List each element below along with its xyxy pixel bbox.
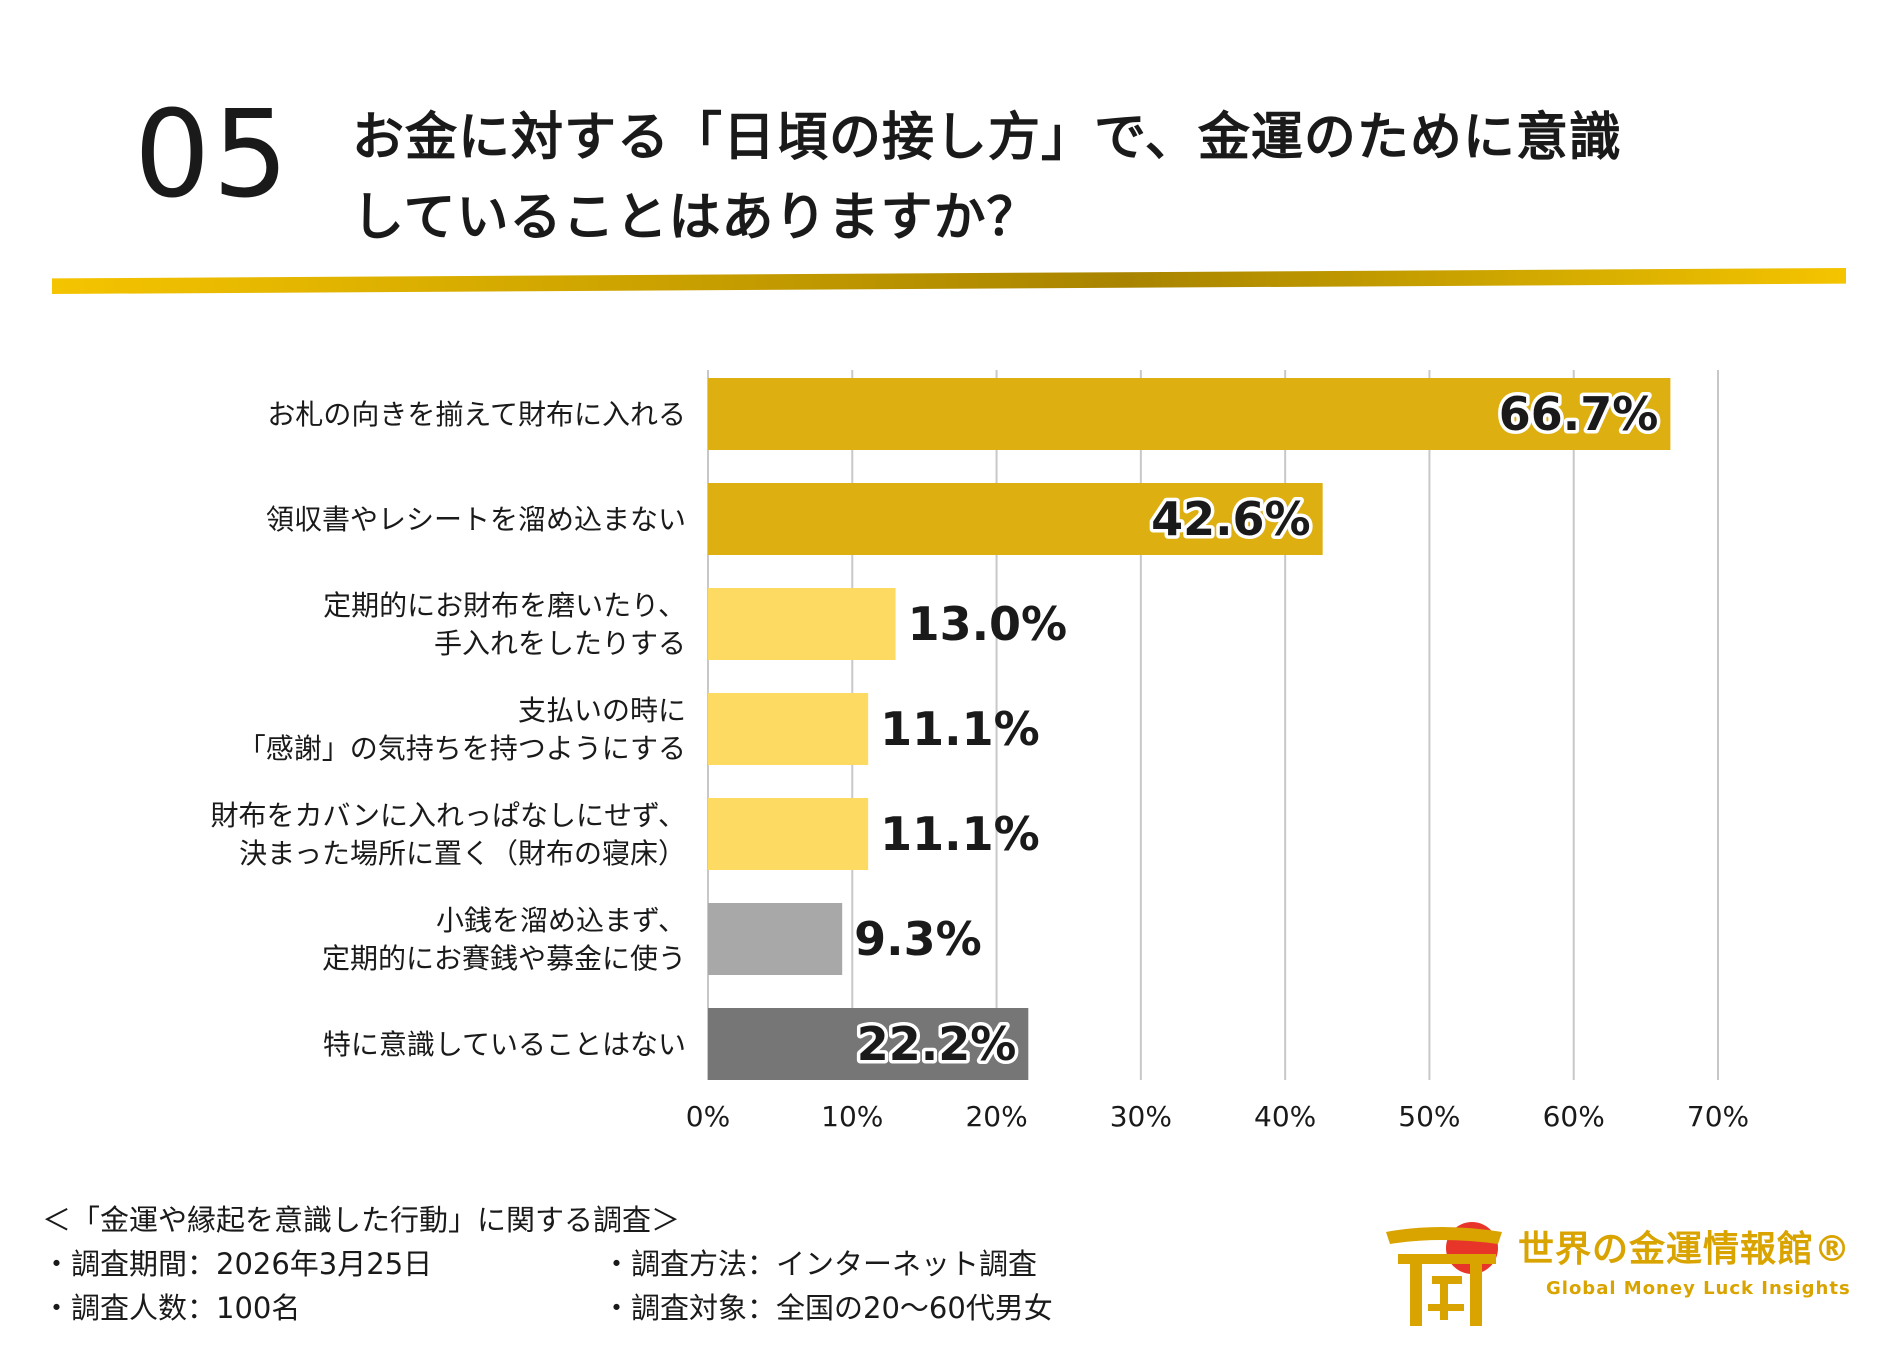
category-label: 定期的にお財布を磨いたり、 <box>323 589 686 622</box>
category-label: 領収書やレシートを溜め込まない <box>266 503 686 536</box>
category-label: 財布をカバンに入れっぱなしにせず、 <box>211 799 686 832</box>
category-label: 支払いの時に <box>518 694 686 727</box>
x-tick-label: 40% <box>1254 1100 1316 1133</box>
category-label: 特に意識していることはない <box>323 1028 686 1061</box>
category-label: 定期的にお賽銭や募金に使う <box>322 942 686 975</box>
value-label: 66.7% <box>1499 387 1659 441</box>
question-title: お金に対する「日頃の接し方」で、金運のために意識 していることはありますか？ <box>352 98 1772 258</box>
brand-logo: 世界の金運情報館® Global Money Luck Insights <box>1380 1210 1860 1330</box>
x-tick-label: 70% <box>1687 1100 1749 1133</box>
x-tick-label: 30% <box>1110 1100 1172 1133</box>
bar <box>708 378 1671 450</box>
survey-heading: ＜「金運や縁起を意識した行動」に関する調査＞ <box>42 1203 681 1237</box>
category-label: 小銭を溜め込まず、 <box>436 904 686 937</box>
value-label: 13.0% <box>908 597 1068 651</box>
bar <box>708 483 1323 555</box>
bar-chart: お札の向きを揃えて財布に入れる領収書やレシートを溜め込まない定期的にお財布を磨い… <box>211 370 1749 1133</box>
survey-row-2: ・調査人数：100名 ・調査対象：全国の20〜60代男女 <box>42 1286 1242 1330</box>
category-label: お札の向きを揃えて財布に入れる <box>267 398 686 431</box>
logo-tagline: Global Money Luck Insights <box>1546 1278 1851 1299</box>
survey-info: ＜「金運や縁起を意識した行動」に関する調査＞ ・調査期間：2026年3月25日 … <box>42 1198 1242 1330</box>
category-label: 「感謝」の気持ちを持つようにする <box>238 732 686 765</box>
value-label: 9.3% <box>854 912 982 966</box>
question-title-line-2: していることはありますか？ <box>352 188 1040 248</box>
x-tick-label: 10% <box>821 1100 883 1133</box>
value-label: 22.2% <box>857 1017 1017 1071</box>
x-tick-label: 60% <box>1543 1100 1605 1133</box>
value-label: 11.1% <box>880 702 1040 756</box>
survey-count: ・調査人数：100名 <box>42 1291 301 1325</box>
bar <box>708 903 843 975</box>
logo-name: 世界の金運情報館® <box>1518 1229 1852 1270</box>
question-number: 05 <box>134 86 291 225</box>
bar <box>708 798 869 870</box>
category-label: 決まった場所に置く（財布の寝床） <box>239 837 686 870</box>
torii-logo-icon <box>1386 1222 1502 1326</box>
bar <box>708 588 896 660</box>
bar <box>708 1008 1029 1080</box>
value-labels: 66.7% 42.6% 13.0% 11.1% 11.1% 9.3% 22.2% <box>853 384 1662 1075</box>
question-title-line-1: お金に対する「日頃の接し方」で、金運のために意識 <box>352 108 1622 168</box>
value-label: 11.1% <box>880 807 1040 861</box>
x-axis-ticks: 0% 10% 20% 30% 40% 50% 60% 70% <box>686 1100 1749 1133</box>
survey-method: ・調査方法：インターネット調査 <box>602 1247 1038 1281</box>
category-labels: お札の向きを揃えて財布に入れる領収書やレシートを溜め込まない定期的にお財布を磨い… <box>211 398 686 1061</box>
title-underline <box>52 268 1846 294</box>
x-tick-label: 20% <box>965 1100 1027 1133</box>
survey-row-1: ・調査期間：2026年3月25日 ・調査方法：インターネット調査 <box>42 1242 1242 1286</box>
category-label: 手入れをしたりする <box>434 627 686 660</box>
x-tick-label: 0% <box>686 1100 730 1133</box>
survey-target: ・調査対象：全国の20〜60代男女 <box>602 1291 1053 1325</box>
bar <box>708 693 869 765</box>
value-label: 42.6% <box>1151 492 1311 546</box>
x-tick-label: 50% <box>1398 1100 1460 1133</box>
survey-period: ・調査期間：2026年3月25日 <box>42 1247 433 1281</box>
bars <box>708 378 1671 1080</box>
